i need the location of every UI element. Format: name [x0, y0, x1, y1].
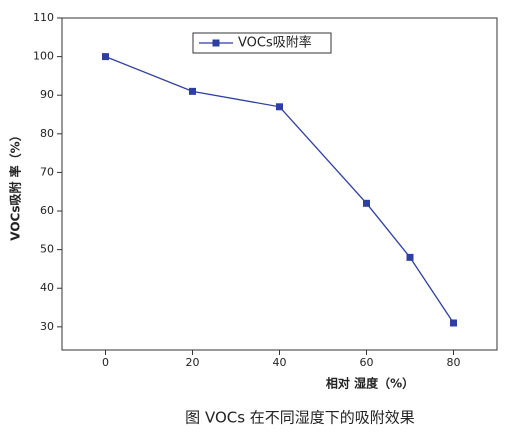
- caption: 图 VOCs 在不同湿度下的吸附效果: [185, 409, 415, 427]
- x-axis-label: 相对 湿度（%）: [326, 376, 414, 391]
- y-tick-label: 30: [40, 320, 54, 333]
- x-tick-label: 40: [273, 356, 287, 369]
- x-tick-label: 80: [447, 356, 461, 369]
- data-point: [102, 53, 109, 61]
- x-tick-label: 0: [102, 356, 109, 369]
- data-point: [276, 103, 283, 111]
- y-tick-label: 60: [40, 204, 54, 217]
- data-point: [450, 319, 457, 327]
- y-tick-label: 110: [33, 11, 54, 24]
- y-tick-label: 40: [40, 281, 54, 294]
- legend-marker: [212, 39, 220, 47]
- data-point: [406, 253, 414, 261]
- x-tick-label: 20: [186, 356, 200, 369]
- y-tick-label: 70: [40, 165, 54, 178]
- data-point: [363, 199, 370, 207]
- legend-box: [192, 32, 332, 54]
- plot-frame: [61, 17, 498, 351]
- data-point: [189, 87, 196, 95]
- legend-label: VOCs吸附率: [238, 35, 312, 51]
- y-tick-label: 100: [33, 50, 54, 63]
- x-tick-label: 60: [360, 356, 374, 369]
- y-tick-label: 80: [40, 127, 54, 140]
- y-tick-label: 90: [40, 88, 54, 101]
- y-tick-label: 50: [40, 243, 54, 256]
- y-axis-label: VOCs吸附 率（%）: [8, 129, 23, 240]
- data-line: [105, 56, 455, 324]
